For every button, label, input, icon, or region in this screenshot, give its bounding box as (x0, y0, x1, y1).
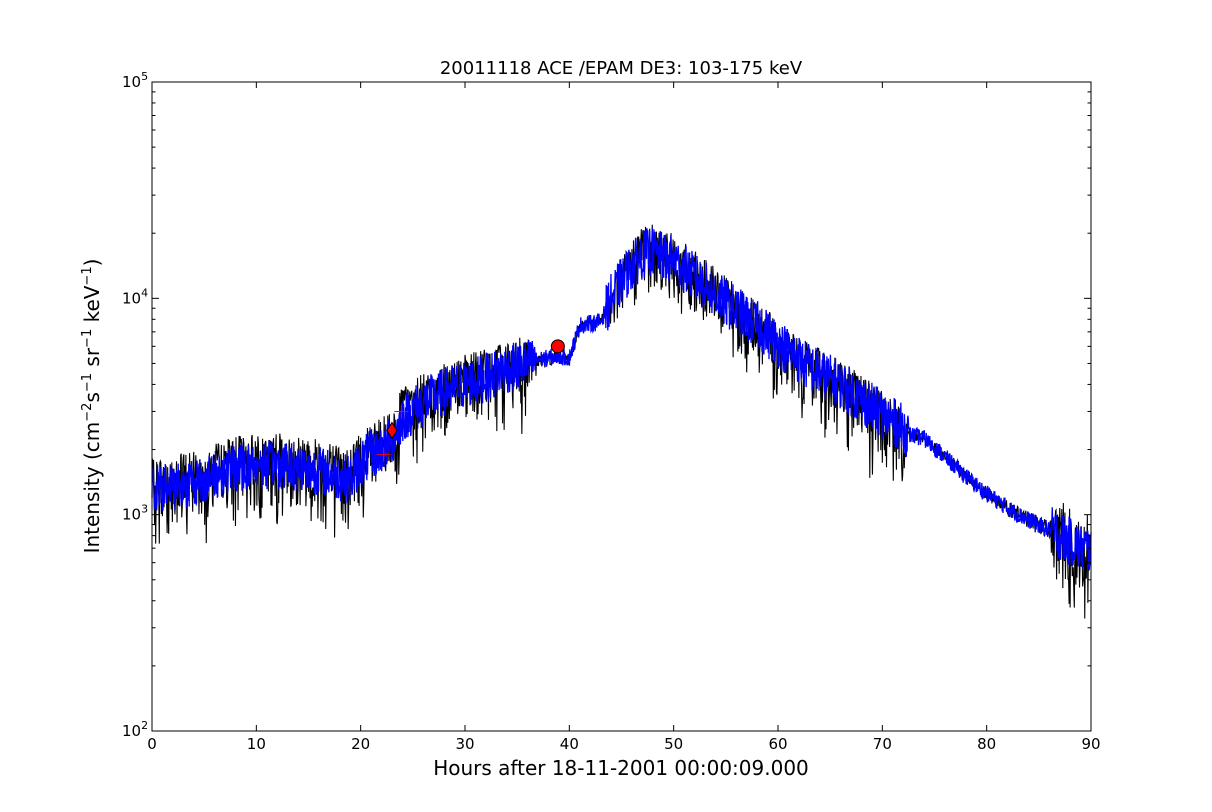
tick-layer: 0 10 20 30 40 50 60 70 80 90 102 103 104 105 (122, 70, 1101, 753)
y-axis-label-mid3: keV (80, 285, 104, 329)
marker-plus-4 (394, 404, 409, 419)
y-axis-label: Intensity (cm−2s−1 sr−1 keV−1) (80, 259, 104, 554)
marker-circle-1 (550, 339, 565, 354)
y-axis-label-mid2: sr (80, 347, 104, 373)
y-axis-label-exp3: −1 (80, 329, 95, 348)
chart-title: 20011118 ACE /EPAM DE3: 103-175 keV (440, 58, 803, 79)
y-axis-label-prefix: Intensity (cm (80, 422, 104, 554)
y-axis-label-mid1: s (80, 392, 104, 402)
y-axis-label-suffix: ) (80, 259, 104, 267)
series-line-2 (151, 227, 1092, 569)
x-axis-label: Hours after 18-11-2001 00:00:09.000 (433, 756, 809, 780)
series-line-1 (151, 224, 1092, 619)
y-tick-label-1e5: 105 (122, 70, 148, 91)
x-tick-label-70: 70 (873, 735, 892, 753)
plot-frame (151, 81, 1092, 732)
x-tick-label-90: 90 (1081, 735, 1100, 753)
y-axis-label-exp2: −1 (80, 373, 95, 392)
x-tick-label-10: 10 (247, 735, 266, 753)
x-tick-label-80: 80 (977, 735, 996, 753)
x-tick-label-30: 30 (455, 735, 474, 753)
x-tick-label-60: 60 (768, 735, 787, 753)
y-tick-label-1e2: 102 (122, 719, 148, 740)
marker-diamond-2 (386, 421, 398, 440)
y-tick-label-1e4: 104 (122, 286, 148, 307)
x-tick-label-20: 20 (351, 735, 370, 753)
y-axis-label-exp4: −1 (80, 266, 95, 285)
x-tick-label-0: 0 (147, 735, 157, 753)
x-tick-label-50: 50 (664, 735, 683, 753)
marker-plus-3 (376, 447, 391, 462)
y-axis-label-exp1: −2 (80, 403, 95, 422)
x-tick-label-40: 40 (560, 735, 579, 753)
series-layer (151, 224, 1092, 619)
marker-layer (376, 339, 565, 462)
y-tick-label-1e3: 103 (122, 503, 148, 524)
